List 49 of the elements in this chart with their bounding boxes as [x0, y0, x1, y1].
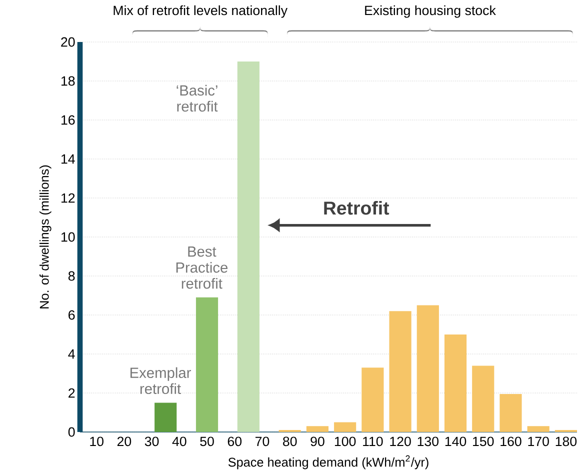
x-tick-label: 130: [418, 436, 439, 446]
bar: [416, 305, 439, 432]
bar: [196, 297, 218, 432]
y-tick-label: 16: [61, 115, 75, 125]
x-tick-label: 160: [500, 436, 522, 446]
x-tick-label: 100: [334, 436, 356, 446]
bar: [237, 61, 260, 432]
x-tick-label: 110: [363, 436, 383, 446]
y-tick-label: 2: [68, 388, 75, 398]
y-tick-label: 4: [68, 349, 75, 359]
annotation: Retrofit: [324, 201, 390, 215]
x-tick-label: 180: [556, 436, 577, 446]
x-tick-label: 170: [528, 436, 549, 446]
x-tick-label: 120: [390, 436, 411, 446]
x-tick-label: 80: [283, 436, 297, 446]
annotation: ‘Basic’ retrofit: [176, 84, 218, 112]
y-tick-label: 8: [68, 271, 75, 281]
bar: [500, 394, 522, 432]
y-tick-label: 0: [68, 427, 75, 437]
bar: [389, 311, 412, 432]
x-tick-label: 40: [172, 436, 186, 446]
bar: [362, 368, 384, 432]
y-tick-label: 10: [61, 232, 75, 242]
bar: [444, 334, 467, 432]
text: Mix of retrofit levels nationally: [114, 5, 288, 18]
y-tick-label: 14: [61, 154, 75, 164]
x-tick-label: 140: [445, 436, 466, 446]
annotation: Best Practice retrofit: [176, 246, 228, 289]
x-tick-label: 20: [117, 436, 132, 446]
x-tick-label: 50: [200, 436, 214, 446]
x-tick-label: 150: [473, 436, 494, 446]
x-tick-label: 60: [228, 436, 242, 446]
annotation: Exemplar retrofit: [130, 367, 191, 394]
x-axis-title: Space heating demand (kWh/m$^{2}$/yr): [228, 455, 428, 470]
bar: [306, 426, 328, 432]
y-tick-label: 12: [61, 193, 75, 203]
text: Existing housing stock: [365, 5, 496, 18]
y-axis-title: No. of dwellings (millions): [40, 165, 52, 308]
y-tick-label: 20: [61, 37, 75, 47]
bar: [472, 366, 494, 432]
y-tick-label: 6: [68, 310, 75, 320]
x-tick-label: 90: [310, 436, 324, 446]
x-tick-label: 30: [144, 436, 159, 446]
x-tick-label: 10: [90, 436, 104, 446]
x-tick-label: 70: [256, 436, 270, 446]
bar: [527, 426, 550, 432]
y-tick-label: 18: [61, 76, 75, 86]
bar: [154, 402, 177, 432]
bar: [334, 422, 356, 432]
